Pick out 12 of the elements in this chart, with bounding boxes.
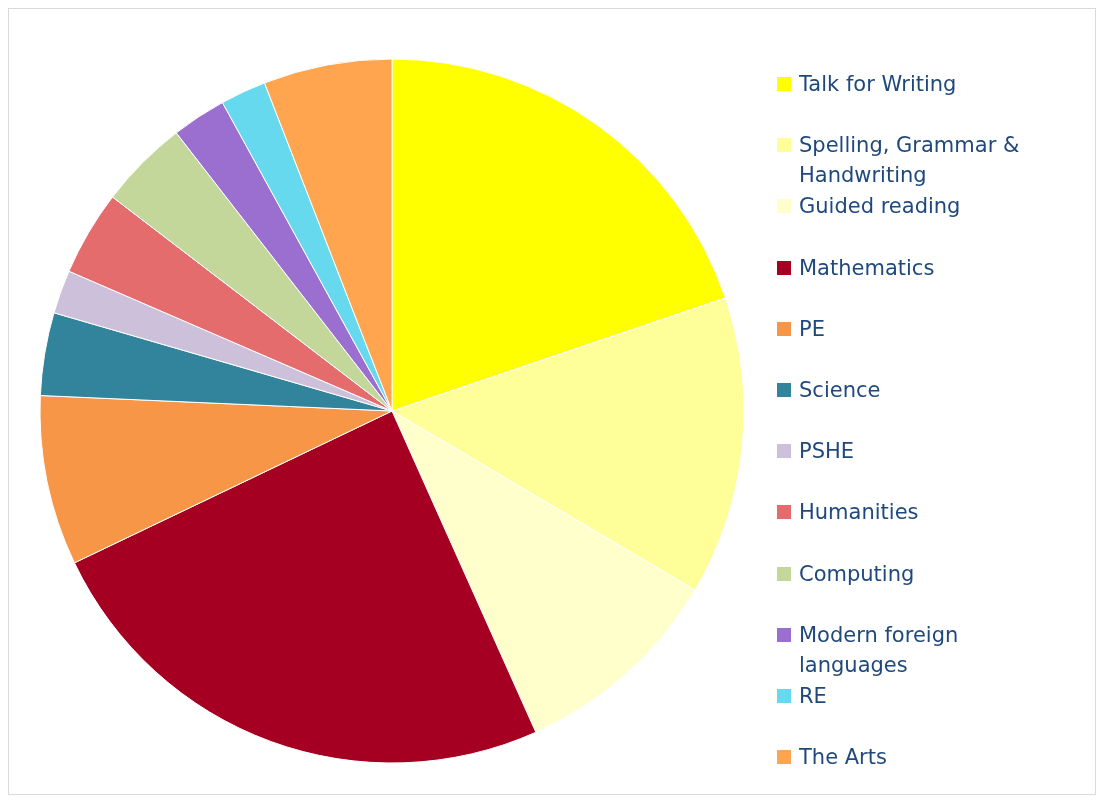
legend-label: The Arts — [799, 744, 888, 772]
legend-label: PSHE — [799, 438, 856, 466]
legend-label: Mathematics — [799, 254, 936, 282]
legend-label: Computing — [799, 560, 916, 588]
legend-label: Spelling, Grammar & Handwriting — [799, 132, 1021, 190]
legend-label: Modern foreign languages — [799, 621, 960, 679]
legend-label: RE — [799, 682, 828, 710]
legend-label: Talk for Writing — [799, 71, 958, 98]
legend-label: Science — [799, 376, 882, 404]
legend-label: PE — [799, 315, 826, 343]
legend-label: Humanities — [799, 499, 920, 527]
legend-label: Guided reading — [799, 193, 962, 221]
